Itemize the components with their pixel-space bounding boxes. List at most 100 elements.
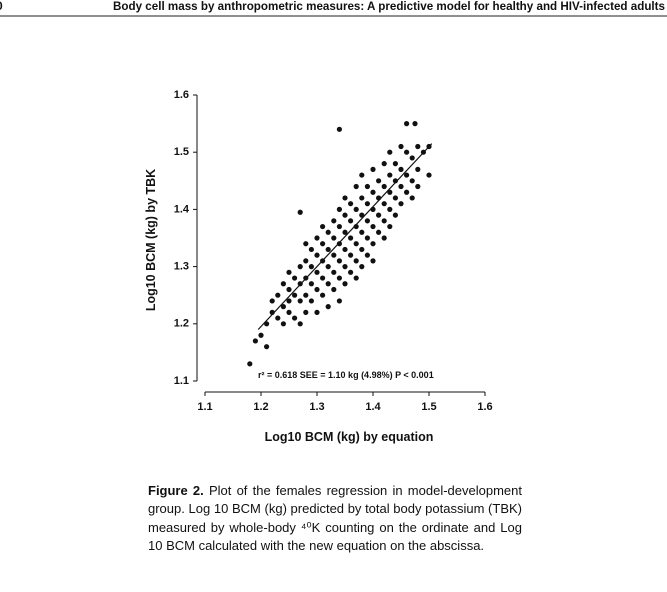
data-point (264, 344, 270, 350)
data-point (342, 195, 348, 201)
data-point (398, 201, 404, 207)
data-point (303, 241, 309, 247)
data-point (314, 286, 320, 293)
data-point (342, 281, 348, 287)
data-point (297, 298, 303, 304)
data-point (392, 161, 398, 167)
data-point (426, 172, 432, 178)
data-point (381, 183, 387, 190)
data-point (404, 149, 410, 155)
caption-label: Figure 2. (148, 483, 204, 498)
y-tick-label: 1.6 (174, 89, 189, 101)
data-point (331, 286, 337, 293)
data-point (387, 206, 393, 212)
data-point (247, 361, 253, 367)
data-point (264, 321, 270, 327)
data-point (297, 321, 303, 327)
data-point (252, 338, 258, 344)
annotation: r² = 0.618 SEE = 1.10 kg (4.98%) P < 0.0… (258, 370, 434, 380)
data-point (376, 212, 382, 218)
data-point (353, 223, 359, 230)
data-point (381, 201, 387, 207)
data-point (364, 201, 370, 207)
data-point (392, 178, 398, 184)
data-point (353, 206, 359, 212)
x-axis-label: Log10 BCM (kg) by equation (265, 430, 434, 444)
data-point (353, 241, 359, 247)
data-point (392, 212, 398, 218)
data-point (392, 195, 398, 201)
data-point (331, 269, 337, 275)
data-point (348, 201, 354, 207)
data-point (359, 172, 365, 178)
data-point (381, 161, 387, 167)
data-point (292, 315, 298, 321)
data-point (336, 298, 342, 304)
y-tick-label: 1.5 (174, 146, 189, 158)
y-tick-label: 1.3 (174, 261, 189, 273)
data-point (303, 258, 309, 264)
data-point (426, 143, 432, 150)
data-point (409, 178, 415, 184)
data-point (308, 246, 314, 253)
data-point (325, 246, 331, 253)
data-point (342, 212, 348, 218)
data-point (314, 309, 320, 315)
x-tick-label: 1.2 (253, 401, 268, 413)
data-point (325, 264, 331, 270)
data-point (376, 229, 382, 235)
data-point (303, 292, 309, 298)
data-point (404, 121, 410, 127)
data-point (387, 149, 393, 155)
data-point (370, 258, 376, 264)
data-point (342, 264, 348, 270)
x-tick-label: 1.4 (365, 401, 381, 413)
data-point (325, 281, 331, 287)
data-point (331, 252, 337, 258)
data-point (280, 321, 286, 327)
regression-line (257, 143, 433, 330)
x-tick-label: 1.1 (197, 401, 212, 413)
data-point (398, 166, 404, 172)
data-point (348, 218, 354, 224)
data-point (387, 172, 393, 178)
page-number: 0 (0, 0, 3, 13)
data-point (415, 166, 421, 172)
running-title: Body cell mass by anthropometric measure… (113, 0, 665, 13)
y-tick-label: 1.1 (174, 375, 189, 387)
data-point (364, 235, 370, 241)
y-tick-label: 1.4 (174, 203, 190, 215)
data-point (342, 246, 348, 253)
data-point (286, 269, 292, 275)
y-tick-label: 1.2 (174, 318, 189, 330)
data-point (297, 264, 303, 270)
data-point (258, 332, 264, 338)
data-point (269, 298, 275, 304)
x-tick-label: 1.3 (309, 401, 324, 413)
x-tick-label: 1.5 (421, 401, 436, 413)
data-point (359, 264, 365, 270)
x-tick-label: 1.6 (477, 401, 492, 413)
data-point (297, 209, 303, 215)
data-point (359, 246, 365, 253)
data-point (359, 195, 365, 201)
data-point (320, 275, 326, 281)
data-point (275, 292, 281, 298)
figure: 0 Body cell mass by anthropometric measu… (0, 0, 667, 444)
data-point (286, 298, 292, 304)
data-point (381, 235, 387, 241)
data-point (359, 212, 365, 218)
y-axis-label: Log10 BCM (kg) by TBK (144, 169, 158, 311)
data-point (353, 258, 359, 264)
data-point (353, 275, 359, 281)
data-point (336, 126, 342, 132)
data-point (381, 218, 387, 224)
data-point (348, 269, 354, 275)
data-point (376, 195, 382, 201)
data-point (370, 189, 376, 195)
data-point (348, 235, 354, 241)
data-point (348, 252, 354, 258)
data-point (336, 241, 342, 247)
data-point (370, 166, 376, 172)
data-point (331, 235, 337, 241)
